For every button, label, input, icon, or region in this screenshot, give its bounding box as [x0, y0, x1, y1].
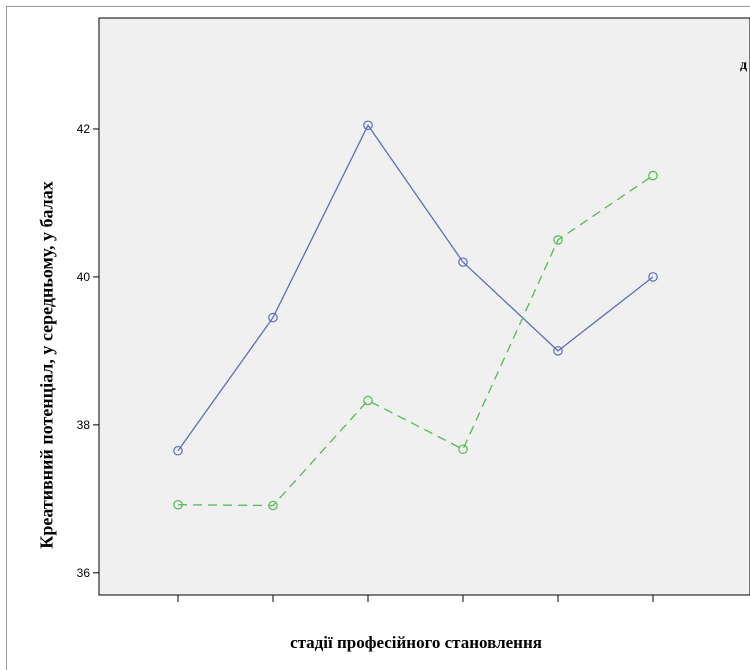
- series-2-point: [648, 170, 658, 181]
- series-1-point: [458, 257, 468, 267]
- series-layer: [173, 120, 658, 511]
- y-tick-label: 42: [77, 122, 91, 136]
- series-2-point: [363, 395, 373, 406]
- series-1-point: [553, 346, 563, 356]
- series-2-point: [458, 444, 468, 455]
- series-1-point: [648, 272, 658, 282]
- series-1-point: [173, 445, 183, 456]
- x-axis-title: стадії професійного становлення: [290, 633, 542, 652]
- series-1-line: [177, 123, 654, 452]
- y-tick-label: 36: [77, 566, 91, 580]
- y-axis: 36 38 40 42: [77, 122, 99, 580]
- y-tick-label: 38: [77, 418, 91, 432]
- plot-area: [98, 17, 750, 596]
- series-1-point: [363, 120, 373, 131]
- y-tick-label: 40: [77, 270, 91, 284]
- legend-fragment: д: [740, 58, 748, 73]
- series-2-point: [268, 500, 278, 511]
- y-axis-title: Креативний потенціал, у середньому, у ба…: [36, 181, 57, 549]
- series-1-point: [268, 312, 278, 323]
- series-2-line: [177, 175, 654, 507]
- series-2-point: [553, 235, 563, 245]
- x-axis: [177, 595, 654, 602]
- series-2-point: [173, 499, 183, 510]
